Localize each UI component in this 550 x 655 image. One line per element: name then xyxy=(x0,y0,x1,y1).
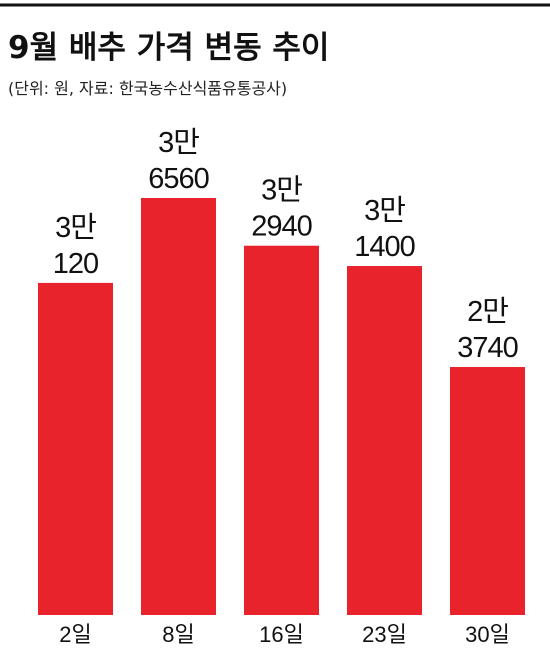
bar xyxy=(450,367,525,615)
value-label: 3만 xyxy=(364,195,405,227)
x-tick-label: 23일 xyxy=(362,622,407,647)
bar xyxy=(38,282,113,615)
value-label: 2만 xyxy=(467,296,508,328)
x-tick-label: 16일 xyxy=(259,622,304,647)
value-label: 1400 xyxy=(354,231,415,263)
x-tick-label: 2일 xyxy=(59,622,91,647)
bar xyxy=(244,245,319,615)
chart-title: 9월 배추 가격 변동 추이 xyxy=(8,30,329,66)
x-tick-label: 30일 xyxy=(465,622,510,647)
value-label: 120 xyxy=(53,248,98,280)
value-label: 6560 xyxy=(148,163,209,195)
value-label: 2940 xyxy=(251,211,312,243)
value-label: 3만 xyxy=(261,175,302,207)
value-label: 3740 xyxy=(457,332,518,364)
x-tick-label: 8일 xyxy=(162,622,194,647)
plot-area xyxy=(38,198,525,615)
chart-subtitle: (단위: 원, 자료: 한국농수산식품유통공사) xyxy=(8,79,287,98)
bar xyxy=(347,266,422,615)
value-label: 3만 xyxy=(158,127,199,159)
bar xyxy=(141,198,216,615)
value-label: 3만 xyxy=(55,212,96,244)
